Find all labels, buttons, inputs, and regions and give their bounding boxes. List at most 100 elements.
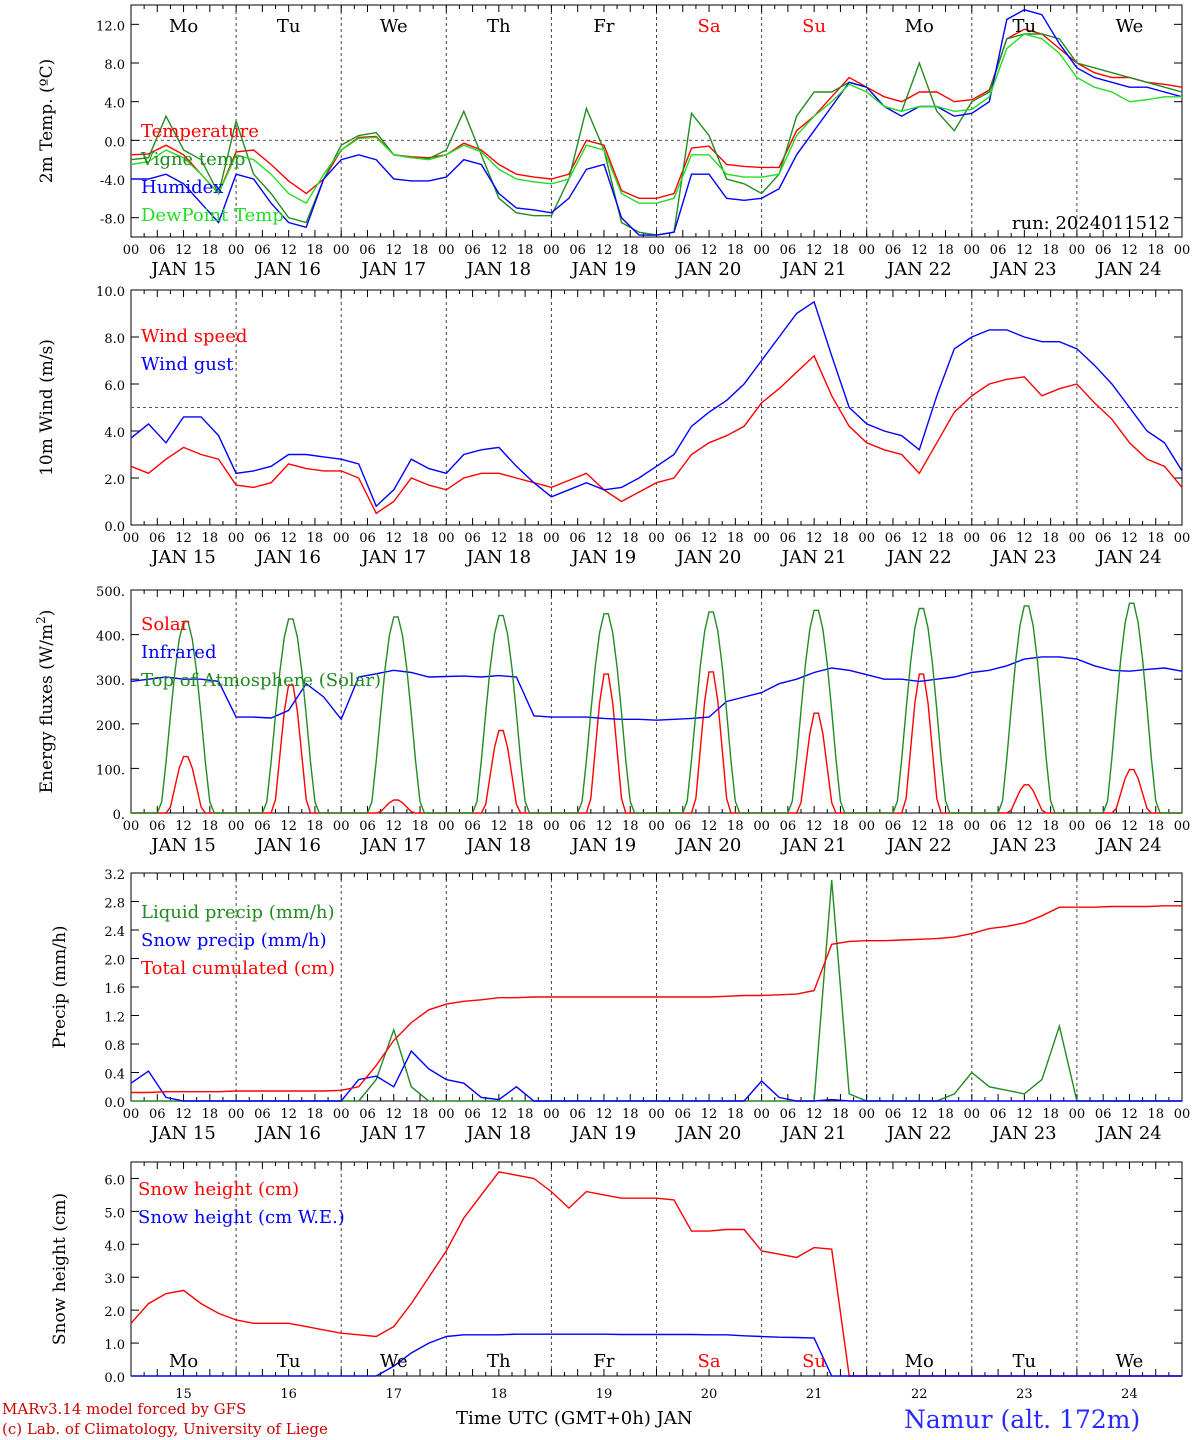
- y-tick-label: 6.0: [104, 379, 125, 394]
- x-hour-label: 18: [622, 243, 639, 258]
- x-hour-label: 18: [307, 819, 324, 834]
- legend-entry: Vigne temp: [140, 149, 245, 170]
- x-hour-label: 12: [280, 1107, 297, 1122]
- y-tick-label: 4.0: [104, 426, 125, 441]
- x-hour-label: 12: [1121, 243, 1138, 258]
- legend-entry: Humidex: [141, 177, 223, 198]
- x-date-label: JAN 18: [465, 1123, 532, 1144]
- legend-entry: Snow height (cm W.E.): [138, 1207, 345, 1228]
- x-hour-label: 18: [1042, 819, 1059, 834]
- x-hour-label: 06: [990, 1107, 1007, 1122]
- y-tick-label: 12.0: [96, 19, 125, 34]
- x-hour-label: 06: [675, 1107, 692, 1122]
- x-hour-label: 06: [569, 243, 586, 258]
- x-hour-label: 18: [307, 243, 324, 258]
- x-hour-label: 06: [1095, 1107, 1112, 1122]
- x-hour-label: 00: [1174, 243, 1191, 258]
- weekday-label: Su: [802, 16, 826, 37]
- weekday-label: Tu: [1013, 1351, 1037, 1372]
- x-hour-label: 18: [412, 819, 429, 834]
- x-hour-label: 18: [1147, 1107, 1164, 1122]
- legend-entry: DewPoint Temp: [141, 205, 284, 226]
- x-hour-label: 06: [359, 531, 376, 546]
- x-date-label: JAN 15: [149, 835, 216, 856]
- x-date-label: JAN 22: [885, 547, 952, 568]
- x-hour-label: 00: [858, 531, 875, 546]
- weekday-label: Th: [487, 16, 511, 37]
- x-hour-label: 18: [1147, 819, 1164, 834]
- x-hour-label: 18: [937, 531, 954, 546]
- x-hour-label: 12: [280, 531, 297, 546]
- x-hour-label: 12: [596, 819, 613, 834]
- x-hour-label: 18: [727, 531, 744, 546]
- x-hour-label: 12: [491, 1107, 508, 1122]
- x-hour-label: 00: [438, 531, 455, 546]
- x-date-label: JAN 21: [780, 1123, 847, 1144]
- x-hour-label: 12: [385, 531, 402, 546]
- x-hour-label: 18: [517, 243, 534, 258]
- x-date-label: JAN 19: [570, 547, 637, 568]
- weekday-label: Sa: [698, 16, 721, 37]
- x-hour-label: 06: [675, 819, 692, 834]
- y-tick-label: 5.0: [104, 1206, 125, 1221]
- x-day-number: 15: [175, 1387, 192, 1402]
- x-hour-label: 12: [911, 531, 928, 546]
- x-hour-label: 00: [333, 819, 350, 834]
- series-line: [130, 656, 1183, 721]
- panel-4: 3.2 2.8 2.4 2.0 1.6 1.2 0.8 0.4 0.0 Precip (mm/h)…: [50, 868, 1190, 1144]
- x-hour-label: 06: [1095, 243, 1112, 258]
- footer-model-credit: MARv3.14 model forced by GFS: [2, 1400, 246, 1418]
- x-hour-label: 00: [1069, 531, 1086, 546]
- x-date-label: JAN 23: [990, 1123, 1057, 1144]
- legend-entry: Wind speed: [141, 326, 247, 347]
- legend-entry: Snow height (cm): [138, 1179, 299, 1200]
- x-hour-label: 06: [464, 1107, 481, 1122]
- x-hour-label: 06: [569, 819, 586, 834]
- x-hour-label: 00: [333, 1107, 350, 1122]
- x-hour-label: 06: [149, 1107, 166, 1122]
- x-hour-label: 06: [149, 819, 166, 834]
- x-hour-label: 06: [675, 243, 692, 258]
- x-hour-label: 06: [990, 819, 1007, 834]
- x-hour-label: 06: [1095, 819, 1112, 834]
- panel-3: 500. 400. 300. 200. 100. 0. Energy fluxes (W/m…: [34, 585, 1190, 856]
- y-tick-label: 0.0: [104, 135, 125, 150]
- x-hour-label: 00: [543, 531, 560, 546]
- legend-entry: Solar: [141, 614, 190, 635]
- x-date-label: JAN 20: [675, 259, 742, 280]
- x-date-label: JAN 24: [1095, 1123, 1162, 1144]
- y-tick-label: 400.: [96, 630, 125, 645]
- x-hour-label: 12: [491, 243, 508, 258]
- x-hour-label: 18: [202, 819, 219, 834]
- x-hour-label: 18: [622, 531, 639, 546]
- y-tick-label: 3.2: [104, 868, 125, 883]
- weekday-label: We: [1116, 16, 1144, 37]
- x-hour-label: 06: [885, 531, 902, 546]
- x-hour-label: 00: [1174, 531, 1191, 546]
- x-hour-label: 12: [1016, 531, 1033, 546]
- x-hour-label: 12: [806, 1107, 823, 1122]
- x-hour-label: 06: [569, 1107, 586, 1122]
- x-hour-label: 12: [596, 243, 613, 258]
- x-hour-label: 00: [228, 819, 245, 834]
- legend-entry: Temperature: [141, 121, 259, 142]
- weekday-label: Fr: [593, 1351, 614, 1372]
- x-hour-label: 00: [1069, 819, 1086, 834]
- y-tick-label: -8.0: [100, 213, 125, 228]
- x-date-label: JAN 23: [990, 547, 1057, 568]
- x-hour-label: 18: [832, 1107, 849, 1122]
- x-hour-label: 12: [1121, 531, 1138, 546]
- weekday-label: Th: [487, 1351, 511, 1372]
- x-hour-label: 12: [175, 531, 192, 546]
- y-tick-label: 8.0: [104, 58, 125, 73]
- x-hour-label: 00: [858, 819, 875, 834]
- y-axis-label: Precip (mm/h): [50, 925, 70, 1048]
- x-day-number: 21: [806, 1387, 823, 1402]
- weekday-label: Mo: [169, 1351, 198, 1372]
- x-hour-label: 18: [1147, 243, 1164, 258]
- x-hour-label: 06: [254, 819, 271, 834]
- x-hour-label: 12: [806, 531, 823, 546]
- x-date-label: JAN 24: [1095, 259, 1162, 280]
- x-day-number: 18: [491, 1387, 508, 1402]
